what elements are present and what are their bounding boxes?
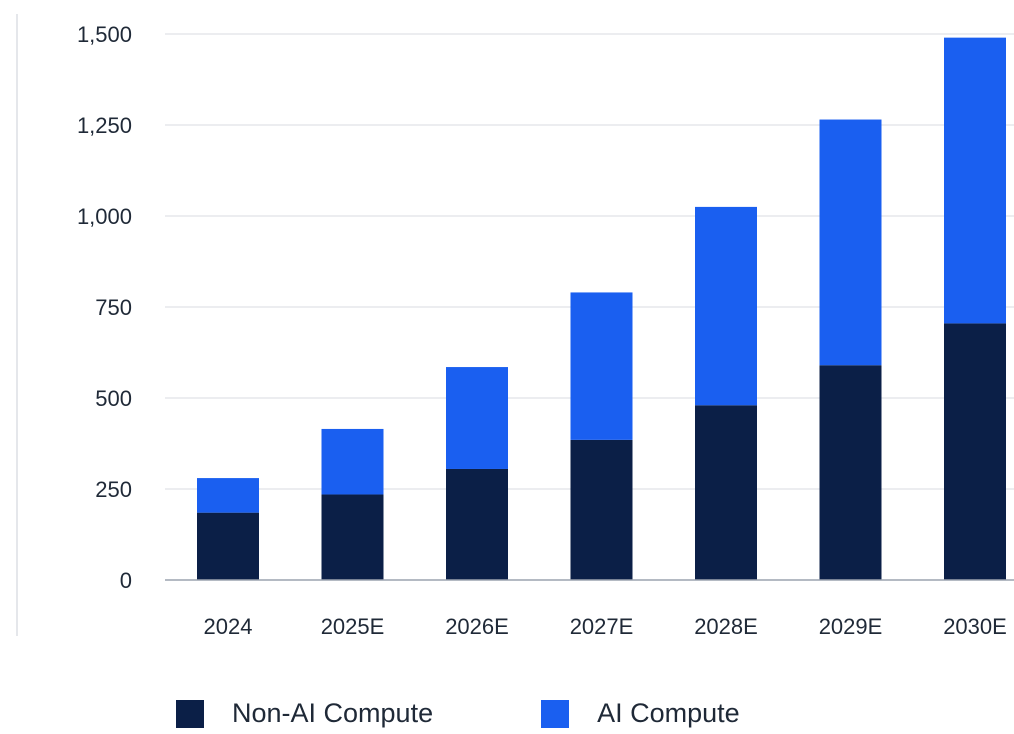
bar-non-ai-compute-2025e: [321, 494, 384, 580]
legend-item-ai-compute: AI Compute: [541, 698, 740, 729]
legend-label-ai-compute: AI Compute: [597, 698, 740, 728]
x-tick-label: 2030E: [943, 614, 1007, 639]
y-tick-label: 1,250: [77, 113, 132, 138]
bar-ai-compute-2026e: [446, 367, 508, 469]
y-tick-label: 0: [120, 568, 132, 593]
bar-non-ai-compute-2026e: [446, 468, 508, 580]
y-tick-label: 250: [95, 477, 132, 502]
y-tick-label: 750: [95, 295, 132, 320]
y-tick-label: 500: [95, 386, 132, 411]
bar-non-ai-compute-2024: [197, 512, 259, 580]
bar-ai-compute-2025e: [321, 428, 384, 495]
x-tick-label: 2024: [204, 614, 253, 639]
y-tick-label: 1,500: [77, 22, 132, 47]
y-axis-labels: 0 250 500 750 1,000 1,250 1,500: [77, 22, 132, 593]
legend: Non-AI Compute AI Compute: [176, 698, 740, 729]
x-tick-label: 2029E: [819, 614, 883, 639]
legend-label-non-ai-compute: Non-AI Compute: [232, 698, 434, 728]
legend-swatch-ai-compute: [541, 699, 570, 728]
y-tick-label: 1,000: [77, 204, 132, 229]
x-axis-labels: 2024 2025E 2026E 2027E 2028E 2029E 2030E: [204, 614, 1007, 639]
bar-ai-compute-2028e: [695, 206, 757, 406]
x-tick-label: 2027E: [570, 614, 634, 639]
bar-ai-compute-2027e: [570, 292, 633, 440]
legend-item-non-ai-compute: Non-AI Compute: [176, 698, 433, 729]
bar-ai-compute-2030e: [944, 37, 1006, 324]
bar-non-ai-compute-2029e: [819, 365, 882, 580]
bars: [197, 37, 1006, 580]
bar-non-ai-compute-2028e: [695, 405, 757, 580]
bar-ai-compute-2029e: [819, 119, 882, 366]
bar-non-ai-compute-2027e: [570, 439, 633, 580]
x-tick-label: 2025E: [321, 614, 385, 639]
legend-swatch-non-ai-compute: [176, 699, 204, 728]
bar-ai-compute-2024: [197, 478, 259, 513]
bar-non-ai-compute-2030e: [944, 323, 1006, 580]
x-tick-label: 2028E: [694, 614, 758, 639]
x-tick-label: 2026E: [445, 614, 509, 639]
